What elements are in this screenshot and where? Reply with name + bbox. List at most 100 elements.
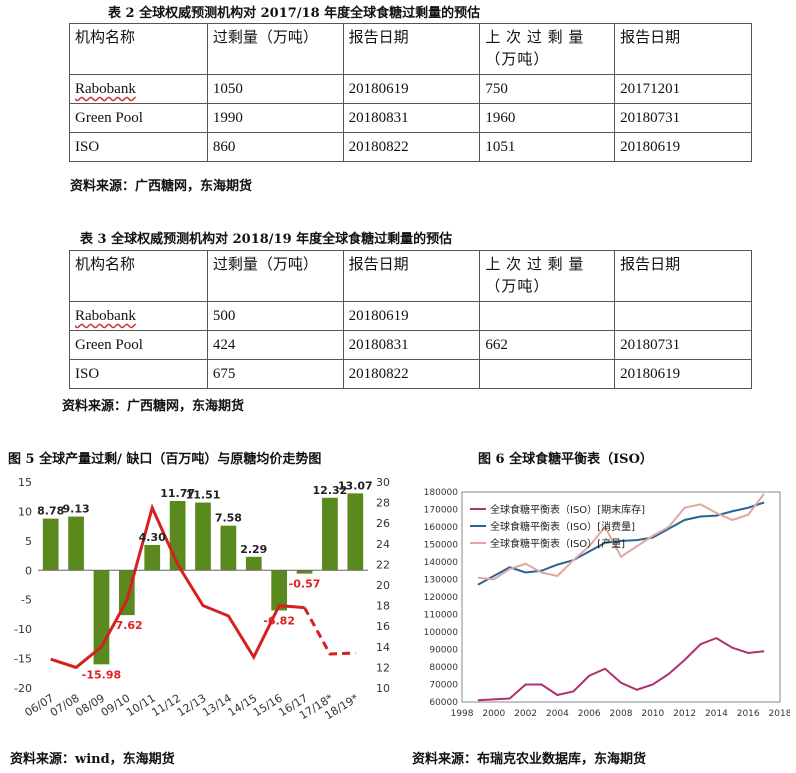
table-cell: 20171201 — [614, 74, 752, 104]
header-cell: 机构名称 — [69, 250, 208, 302]
legend-label: 全球食糖平衡表（ISO）[消费量] — [490, 520, 635, 533]
x-tick-label: 2010 — [641, 709, 664, 719]
x-tick-label: 2018 — [769, 709, 790, 719]
y-tick-label: 70000 — [429, 681, 458, 691]
y-tick-label: 90000 — [429, 646, 458, 656]
y-tick-label: 100000 — [424, 628, 459, 638]
plot-border — [461, 491, 781, 703]
header-cell: 过剩量（万吨） — [206, 23, 344, 75]
bar-data-label: -6.82 — [263, 614, 295, 627]
table3: 机构名称 过剩量（万吨） 报告日期 上 次 过 剩 量（万吨） 报告日期 Rab… — [69, 250, 752, 389]
y-tick-label-right: 20 — [376, 579, 390, 592]
chart-iso-balance: 60000 70000 80000 90000 100000 110000 120000 13… — [424, 488, 790, 719]
bar-data-label: 11.51 — [186, 489, 221, 502]
bar — [169, 501, 186, 571]
table3-header-row: 机构名称 过剩量（万吨） 报告日期 上 次 过 剩 量（万吨） 报告日期 — [69, 250, 752, 302]
table-cell — [479, 359, 616, 389]
bar — [271, 570, 288, 611]
table-cell: ISO — [69, 132, 208, 162]
price-line-solid — [50, 503, 305, 670]
price-line-series — [50, 503, 356, 670]
x-tick-label: 2014 — [705, 709, 728, 719]
y-tick-label-right: 16 — [376, 620, 390, 633]
table-cell: 20180619 — [614, 359, 752, 389]
table-row: ISO 860 20180822 1051 20180619 — [69, 132, 752, 162]
figure6-source: 资料来源：布瑞克农业数据库，东海期货 — [412, 752, 647, 767]
x-tick-label: 2008 — [610, 709, 633, 719]
table-cell: 20180619 — [342, 301, 481, 331]
y-tick-label-right: 10 — [376, 682, 390, 695]
x-axis: 1998 2000 2002 2004 2006 2008 2010 2012 2014 2016… — [451, 709, 790, 719]
table-row: Green Pool 1990 20180831 1960 20180731 — [69, 103, 752, 133]
y-tick-label-left: -20 — [14, 682, 32, 695]
table-row: Rabobank 500 20180619 — [69, 301, 752, 331]
table3-caption: 表 3 全球权威预测机构对 2018/19 年度全球食糖过剩量的预估 — [80, 232, 453, 247]
bar — [42, 518, 59, 571]
right-y-axis: 10 12 14 16 18 20 22 24 26 28 30 — [376, 476, 390, 695]
table2-header-row: 机构名称 过剩量（万吨） 报告日期 上 次 过 剩 量（万吨） 报告日期 — [69, 23, 752, 75]
y-tick-label: 180000 — [424, 488, 459, 498]
table-cell: 20180619 — [614, 132, 752, 162]
table-cell: 675 — [206, 359, 344, 389]
chart-legend: 全球食糖平衡表（ISO）[期末库存] 全球食糖平衡表（ISO）[消费量] 全球食糖平… — [470, 503, 645, 550]
bar-data-label: 7.58 — [215, 512, 242, 525]
y-tick-label-right: 24 — [376, 538, 390, 551]
y-tick-label: 60000 — [429, 698, 458, 708]
table-cell: Rabobank — [75, 308, 136, 324]
table-cell: 1960 — [479, 103, 616, 133]
header-cell: 机构名称 — [69, 23, 208, 75]
table2: 机构名称 过剩量（万吨） 报告日期 上 次 过 剩 量（万吨） 报告日期 Rab… — [69, 23, 752, 162]
bar-data-label: 4.30 — [139, 531, 166, 544]
x-tick-label: 2004 — [546, 709, 569, 719]
header-cell: 报告日期 — [342, 250, 481, 302]
table-cell: 1050 — [206, 74, 344, 104]
y-axis: 60000 70000 80000 90000 100000 110000 120000 13… — [424, 488, 459, 708]
bar-series — [38, 493, 368, 665]
chart-surplus-deficit: -20 -15 -10 -5 0 5 10 15 10 12 14 16 18 20 22 24 26 28 30… — [14, 476, 390, 722]
y-tick-label: 170000 — [424, 506, 459, 516]
table-cell: 20180822 — [342, 359, 481, 389]
figure6-title: 图 6 全球食糖平衡表（ISO） — [478, 452, 653, 467]
figure5-source: 资料来源：wind，东海期货 — [10, 752, 175, 767]
y-tick-label: 120000 — [424, 593, 459, 603]
y-tick-label-right: 14 — [376, 641, 390, 654]
table2-source: 资料来源：广西糖网，东海期货 — [70, 179, 253, 194]
figure5-title: 图 5 全球产量过剩/ 缺口（百万吨）与原糖均价走势图 — [8, 452, 322, 467]
bar-data-label: 2.29 — [240, 543, 267, 556]
y-tick-label: 80000 — [429, 663, 458, 673]
table-cell: 750 — [479, 74, 616, 104]
bar-data-label: 9.13 — [63, 503, 90, 516]
x-tick-label: 2000 — [482, 709, 505, 719]
y-tick-label: 130000 — [424, 576, 459, 586]
table2-caption: 表 2 全球权威预测机构对 2017/18 年度全球食糖过剩量的预估 — [108, 6, 481, 21]
table-cell: ISO — [69, 359, 208, 389]
table-cell: 20180731 — [614, 103, 752, 133]
y-tick-label-right: 12 — [376, 661, 390, 674]
table-cell: 662 — [479, 330, 616, 360]
table-cell: 424 — [206, 330, 344, 360]
bar — [220, 525, 237, 571]
bar — [245, 556, 262, 571]
y-tick-label-left: -15 — [14, 653, 32, 666]
table-cell: 1990 — [206, 103, 344, 133]
table-cell: 20180619 — [342, 74, 481, 104]
table-cell: 1051 — [479, 132, 616, 162]
y-tick-label-right: 22 — [376, 558, 390, 571]
x-tick-label: 2002 — [514, 709, 537, 719]
table-row: Rabobank 1050 20180619 750 20171201 — [69, 74, 752, 104]
header-cell: 上 次 过 剩 量（万吨） — [479, 250, 616, 302]
header-cell: 报告日期 — [614, 23, 752, 75]
table-cell: 20180822 — [342, 132, 481, 162]
table-cell: Green Pool — [69, 103, 208, 133]
y-tick-label-right: 28 — [376, 497, 390, 510]
bar-data-label: -7.62 — [111, 619, 143, 632]
table-cell: 20180831 — [342, 103, 481, 133]
bar-data-label: 11.77 — [160, 487, 195, 500]
series-line — [477, 637, 765, 702]
table-cell — [614, 301, 752, 331]
header-cell: 报告日期 — [614, 250, 752, 302]
bar — [296, 570, 313, 574]
legend-label: 全球食糖平衡表（ISO）[期末库存] — [490, 503, 645, 516]
x-tick-label: 2016 — [737, 709, 760, 719]
